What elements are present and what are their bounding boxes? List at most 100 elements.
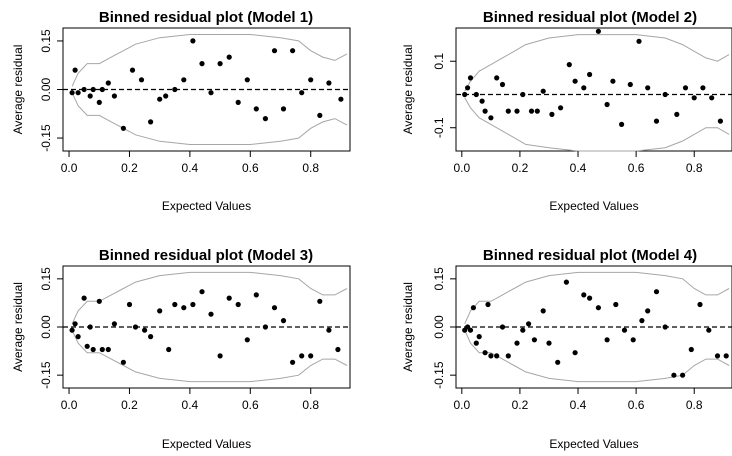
panel-title: Binned residual plot (Model 4) bbox=[483, 247, 697, 264]
data-point bbox=[488, 115, 494, 121]
data-point bbox=[604, 337, 610, 343]
data-point bbox=[129, 67, 136, 73]
data-point bbox=[120, 125, 126, 131]
data-point bbox=[604, 101, 610, 108]
data-point bbox=[697, 301, 703, 308]
data-point bbox=[99, 86, 105, 93]
y-tick-label: 0.00 bbox=[39, 315, 53, 339]
data-point bbox=[662, 91, 668, 98]
y-tick-label: 0.15 bbox=[432, 267, 446, 291]
upper-bound-line bbox=[464, 34, 730, 92]
data-point bbox=[157, 308, 163, 314]
data-point bbox=[587, 71, 593, 78]
lower-bound-line bbox=[464, 97, 730, 152]
data-point bbox=[148, 334, 154, 340]
x-tick-label: 0.8 bbox=[302, 398, 319, 412]
data-point bbox=[96, 298, 102, 304]
panel-model-4: Binned residual plot (Model 4) Average r… bbox=[401, 247, 732, 451]
x-tick-label: 0.2 bbox=[121, 161, 138, 175]
data-point bbox=[111, 321, 117, 327]
data-point bbox=[217, 353, 223, 359]
data-point bbox=[572, 350, 578, 356]
y-tick-label: 0.1 bbox=[432, 53, 446, 70]
x-tick-label: 0.8 bbox=[686, 161, 703, 175]
data-point bbox=[717, 118, 724, 124]
data-point bbox=[494, 353, 500, 359]
data-point bbox=[199, 61, 205, 67]
data-point bbox=[290, 359, 296, 365]
data-point bbox=[528, 108, 535, 114]
data-point bbox=[253, 292, 259, 298]
data-point bbox=[87, 324, 93, 330]
data-point bbox=[723, 353, 729, 359]
data-point bbox=[326, 327, 332, 333]
data-point bbox=[299, 353, 305, 359]
data-point bbox=[190, 38, 196, 44]
data-point bbox=[335, 346, 341, 353]
data-point bbox=[172, 86, 178, 93]
x-tick-label: 0.2 bbox=[512, 161, 529, 175]
data-point bbox=[639, 318, 645, 324]
data-point bbox=[138, 77, 145, 83]
data-point bbox=[157, 96, 163, 102]
x-tick-label: 0.0 bbox=[453, 398, 470, 412]
data-point bbox=[317, 112, 323, 118]
x-axis-label: Expected Values bbox=[549, 437, 638, 451]
y-tick-label: -0.15 bbox=[39, 124, 53, 152]
data-point bbox=[645, 85, 651, 91]
data-point bbox=[691, 95, 697, 101]
data-point bbox=[105, 346, 111, 353]
x-tick-label: 0.0 bbox=[61, 161, 78, 175]
plot-frame bbox=[455, 27, 732, 152]
x-tick-label: 0.6 bbox=[242, 161, 259, 175]
data-point bbox=[87, 93, 93, 99]
data-point bbox=[505, 353, 511, 359]
x-tick-label: 0.4 bbox=[182, 161, 199, 175]
data-point bbox=[587, 295, 593, 301]
y-axis-label: Average residual bbox=[11, 282, 25, 372]
data-point bbox=[520, 327, 526, 333]
data-point bbox=[526, 321, 532, 327]
data-point bbox=[90, 346, 96, 353]
data-point bbox=[208, 311, 214, 317]
panel-model-2: Binned residual plot (Model 2) Average r… bbox=[401, 9, 732, 213]
data-point bbox=[482, 108, 488, 114]
x-tick-label: 0.6 bbox=[242, 398, 259, 412]
panel-model-1: Binned residual plot (Model 1) Average r… bbox=[11, 9, 351, 213]
y-tick-label: 0.15 bbox=[39, 267, 53, 291]
data-point bbox=[96, 99, 102, 105]
data-point bbox=[514, 340, 520, 346]
data-point bbox=[558, 105, 564, 111]
data-point bbox=[531, 337, 538, 343]
data-point bbox=[99, 346, 105, 353]
y-axis-label: Average residual bbox=[401, 282, 415, 372]
x-axis-label: Expected Values bbox=[162, 199, 251, 213]
data-point bbox=[467, 75, 474, 81]
y-axis-label: Average residual bbox=[401, 45, 415, 135]
upper-bound-line bbox=[71, 34, 348, 87]
data-point bbox=[549, 111, 555, 117]
data-point bbox=[271, 48, 278, 54]
y-tick-label: 0.15 bbox=[39, 29, 53, 53]
y-tick-label: 0.00 bbox=[432, 315, 446, 339]
x-tick-label: 0.8 bbox=[686, 398, 703, 412]
data-point bbox=[462, 91, 468, 98]
data-point bbox=[680, 372, 686, 378]
data-point bbox=[653, 289, 660, 295]
data-point bbox=[299, 90, 305, 96]
lower-bound-line bbox=[71, 329, 348, 383]
data-point bbox=[546, 340, 552, 346]
data-point bbox=[75, 334, 81, 340]
data-point bbox=[163, 93, 169, 99]
data-point bbox=[166, 346, 172, 353]
data-point bbox=[244, 337, 250, 343]
data-point bbox=[72, 321, 78, 327]
data-point bbox=[674, 111, 680, 117]
y-tick-label: -0.1 bbox=[432, 117, 446, 138]
data-point bbox=[682, 85, 689, 91]
data-point bbox=[132, 324, 139, 330]
data-point bbox=[627, 81, 633, 88]
data-point bbox=[671, 372, 677, 378]
data-point bbox=[499, 324, 506, 330]
data-point bbox=[555, 359, 561, 365]
